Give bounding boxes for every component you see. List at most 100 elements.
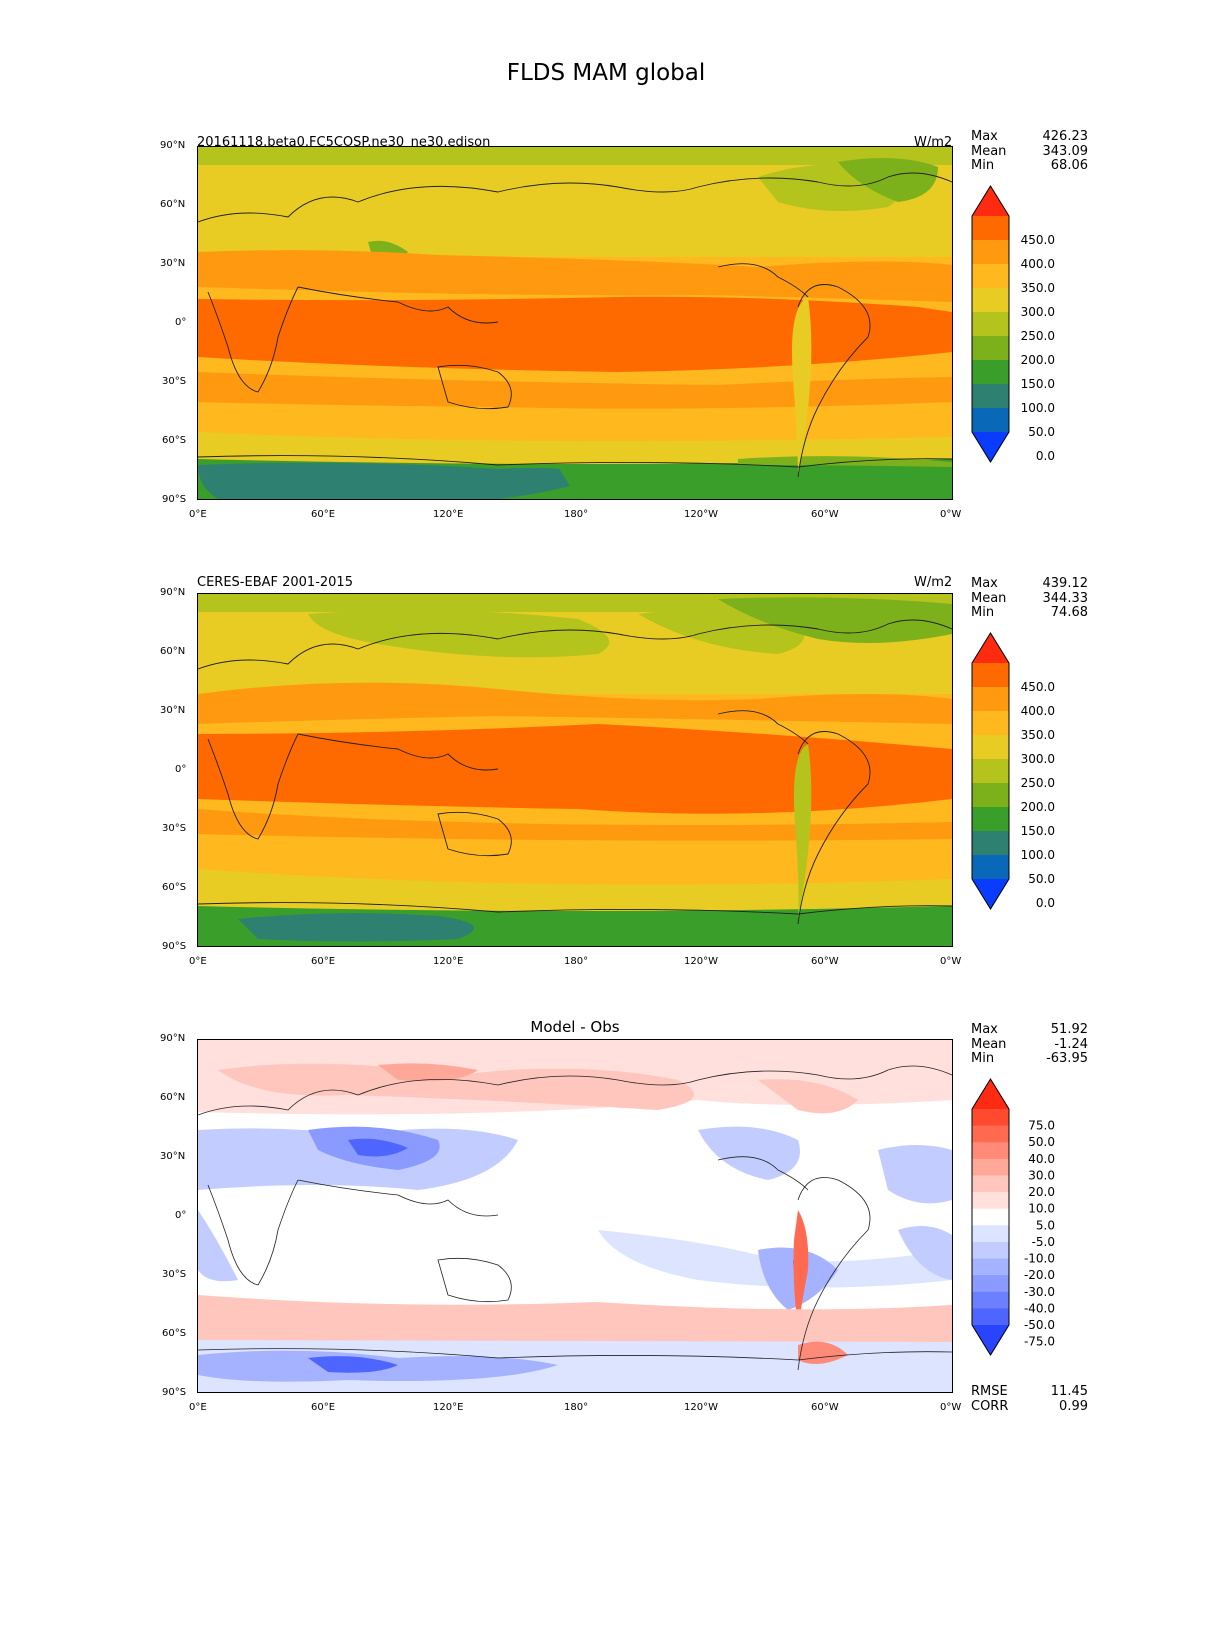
panel-2-lon-tick: 180° <box>564 956 589 967</box>
panel-3-min-label: Min <box>971 1051 995 1066</box>
colorbar-segment <box>972 1158 1009 1176</box>
colorbar-extend-max <box>972 633 1009 663</box>
colorbar-segment <box>972 408 1009 433</box>
colorbar-segment <box>972 687 1009 712</box>
colorbar-extend-min <box>972 432 1009 462</box>
colorbar-tick-label: 100.0 <box>1021 401 1055 415</box>
figure-title: FLDS MAM global <box>506 60 706 86</box>
colorbar-outline <box>971 1078 1010 1356</box>
colorbar-tick-label: 0.0 <box>1036 896 1055 910</box>
colorbar-tick-label: 300.0 <box>1021 305 1055 319</box>
panel-2-lon-tick: 120°W <box>684 956 718 967</box>
colorbar-segment <box>972 1142 1009 1160</box>
colorbar-segment <box>972 264 1009 289</box>
panel-1-lon-tick: 60°E <box>311 509 336 520</box>
panel-1-lat-tick: 90°S <box>162 494 187 505</box>
colorbar-segment <box>972 855 1009 880</box>
panel-3-mean-label: Mean <box>971 1037 1007 1052</box>
colorbar-tick-label: 50.0 <box>1028 425 1055 439</box>
colorbar-tick-label: 300.0 <box>1021 752 1055 766</box>
panel-2-mean-value: 344.33 <box>1042 591 1089 606</box>
panel-1-lon-tick: 0°E <box>189 509 207 520</box>
panel-3-lat-tick: 60°N <box>160 1092 186 1103</box>
colorbar-tick-label: 10.0 <box>1028 1202 1055 1216</box>
colorbar-segment <box>972 1109 1009 1127</box>
colorbar-segment <box>972 1208 1009 1226</box>
panel-3-lon-tick: 0°W <box>940 1402 962 1413</box>
colorbar-segment <box>972 1192 1009 1210</box>
colorbar-tick-label: -10.0 <box>1024 1252 1055 1266</box>
panel-1-lat-tick: 60°S <box>162 435 187 446</box>
colorbar-extend-max <box>972 186 1009 216</box>
panel-2-lat-tick: 30°S <box>162 823 187 834</box>
colorbar-segment <box>972 807 1009 832</box>
colorbar-outline <box>971 185 1010 463</box>
panel-1-mean-label: Mean <box>971 144 1007 159</box>
colorbar-tick-label: -5.0 <box>1032 1235 1055 1249</box>
colorbar-tick-label: 200.0 <box>1021 353 1055 367</box>
panel-1-colorbar: 450.0 400.0 350.0 300.0 250.0 200.0 150.0 100.0… <box>971 185 1055 463</box>
panel-3-lat-tick: 60°S <box>162 1328 187 1339</box>
panel-3-lon-tick: 60°E <box>311 1402 336 1413</box>
panel-2-left-title: CERES-EBAF 2001-2015 <box>197 575 353 590</box>
panel-2-lat-tick: 0° <box>175 764 187 775</box>
colorbar-tick-label: 200.0 <box>1021 800 1055 814</box>
panel-2-min-value: 74.68 <box>1050 605 1088 620</box>
colorbar-segment <box>972 1175 1009 1193</box>
colorbar-tick-label: 0.0 <box>1036 449 1055 463</box>
colorbar-segment <box>972 759 1009 784</box>
panel-3-rmse-label: RMSE <box>971 1384 1008 1399</box>
colorbar-segment <box>972 711 1009 736</box>
colorbar-tick-label: 350.0 <box>1021 281 1055 295</box>
panel-2-lat-tick: 90°N <box>160 587 186 598</box>
panel-1-mean-value: 343.09 <box>1042 144 1089 159</box>
panel-1-max-label: Max <box>971 129 998 144</box>
panel-2-lon-tick: 60°W <box>811 956 839 967</box>
panel-2-mean-label: Mean <box>971 591 1007 606</box>
colorbar-segment <box>972 1225 1009 1243</box>
panel-2-lat-tick: 60°S <box>162 882 187 893</box>
colorbar-tick-label: 50.0 <box>1028 872 1055 886</box>
panel-3-lon-tick: 0°E <box>189 1402 207 1413</box>
colorbar-tick-label: 400.0 <box>1021 257 1055 271</box>
colorbar-tick-label: 150.0 <box>1021 824 1055 838</box>
colorbar-segment <box>972 1241 1009 1260</box>
colorbar-segment <box>972 312 1009 337</box>
colorbar-segment <box>972 783 1009 808</box>
panel-2-lat-tick: 30°N <box>160 705 186 716</box>
colorbar-tick-label: 20.0 <box>1028 1185 1055 1199</box>
panel-2-field <box>198 594 952 946</box>
panel-2-lon-tick: 0°W <box>940 956 962 967</box>
colorbar-tick-label: -20.0 <box>1024 1268 1055 1282</box>
colorbar-tick-label: 40.0 <box>1028 1152 1055 1166</box>
colorbar-tick-label: 350.0 <box>1021 728 1055 742</box>
colorbar-segment <box>972 831 1009 856</box>
panel-3-center-title: Model - Obs <box>530 1018 620 1036</box>
colorbar-segment <box>972 240 1009 265</box>
panel-2-lon-tick: 60°E <box>311 956 336 967</box>
panel-3-lat-tick: 30°S <box>162 1269 187 1280</box>
colorbar-tick-label: 5.0 <box>1036 1218 1055 1232</box>
colorbar-extend-min <box>972 1325 1009 1355</box>
panel-1-lon-tick: 120°E <box>433 509 464 520</box>
colorbar-segment <box>972 1275 1009 1293</box>
colorbar-tick-label: 50.0 <box>1028 1135 1055 1149</box>
panel-1-lat-tick: 90°N <box>160 140 186 151</box>
colorbar-segment <box>972 288 1009 313</box>
panel-2-colorbar: 450.0 400.0 350.0 300.0 250.0 200.0 150.0 100.0… <box>971 632 1055 910</box>
colorbar-tick-label: 75.0 <box>1028 1119 1055 1133</box>
panel-2-min-label: Min <box>971 605 995 620</box>
panel-3-lon-tick: 120°E <box>433 1402 464 1413</box>
colorbar-tick-label: 150.0 <box>1021 377 1055 391</box>
panel-1-min-label: Min <box>971 158 995 173</box>
colorbar-tick-label: 250.0 <box>1021 776 1055 790</box>
panel-3-lon-tick: 120°W <box>684 1402 718 1413</box>
colorbar-segment <box>972 663 1009 688</box>
panel-3-min-value: -63.95 <box>1046 1051 1088 1066</box>
colorbar-segment <box>972 360 1009 385</box>
panel-2-lon-tick: 120°E <box>433 956 464 967</box>
panel-3-field <box>198 1040 952 1392</box>
colorbar-segment <box>972 1125 1009 1143</box>
panel-3-lon-tick: 180° <box>564 1402 589 1413</box>
panel-1-max-value: 426.23 <box>1042 129 1089 144</box>
